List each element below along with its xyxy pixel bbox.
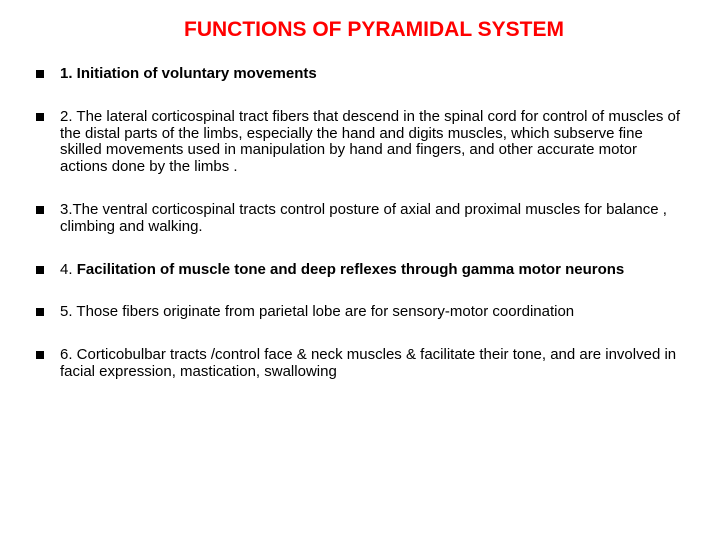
bullet-item: 1. Initiation of voluntary movements: [36, 66, 684, 83]
bullet-text-run: 5. Those fibers originate from parietal …: [60, 303, 574, 320]
bullet-text-run: 4.: [60, 261, 77, 278]
bullet-item: 3.The ventral corticospinal tracts contr…: [36, 202, 684, 236]
slide: FUNCTIONS OF PYRAMIDAL SYSTEM 1. Initiat…: [0, 0, 720, 540]
bullet-text-run: Facilitation of muscle tone and deep ref…: [77, 261, 625, 278]
bullet-text-run: 1. Initiation of voluntary movements: [60, 65, 317, 82]
bullet-text-run: 2. The lateral corticospinal tract fiber…: [60, 108, 680, 175]
bullet-item: 4. Facilitation of muscle tone and deep …: [36, 262, 684, 279]
bullet-text-run: 3.The ventral corticospinal tracts contr…: [60, 201, 667, 235]
bullet-item: 5. Those fibers originate from parietal …: [36, 304, 684, 321]
bullet-item: 2. The lateral corticospinal tract fiber…: [36, 109, 684, 176]
slide-title: FUNCTIONS OF PYRAMIDAL SYSTEM: [36, 18, 684, 42]
bullet-item: 6. Corticobulbar tracts /control face & …: [36, 347, 684, 381]
bullet-list: 1. Initiation of voluntary movements 2. T…: [36, 66, 684, 381]
bullet-text-run: 6. Corticobulbar tracts /control face & …: [60, 346, 676, 380]
